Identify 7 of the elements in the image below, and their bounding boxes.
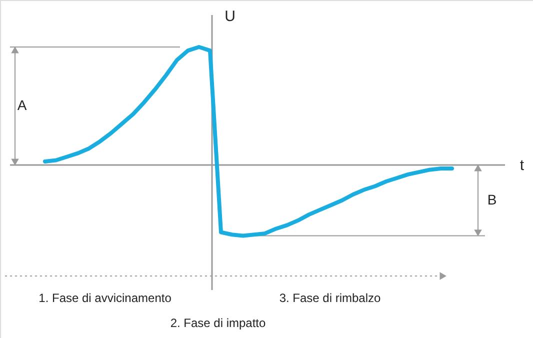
x-axis-title: t bbox=[520, 157, 525, 174]
text: 1. Fase di avvicinamento bbox=[38, 291, 172, 305]
y-axis-title: U bbox=[224, 8, 236, 25]
text: 2. Fase di impatto bbox=[170, 316, 266, 330]
text: B bbox=[487, 191, 497, 208]
text: A bbox=[17, 97, 28, 113]
text: 3. Fase di rimbalzo bbox=[279, 291, 382, 305]
